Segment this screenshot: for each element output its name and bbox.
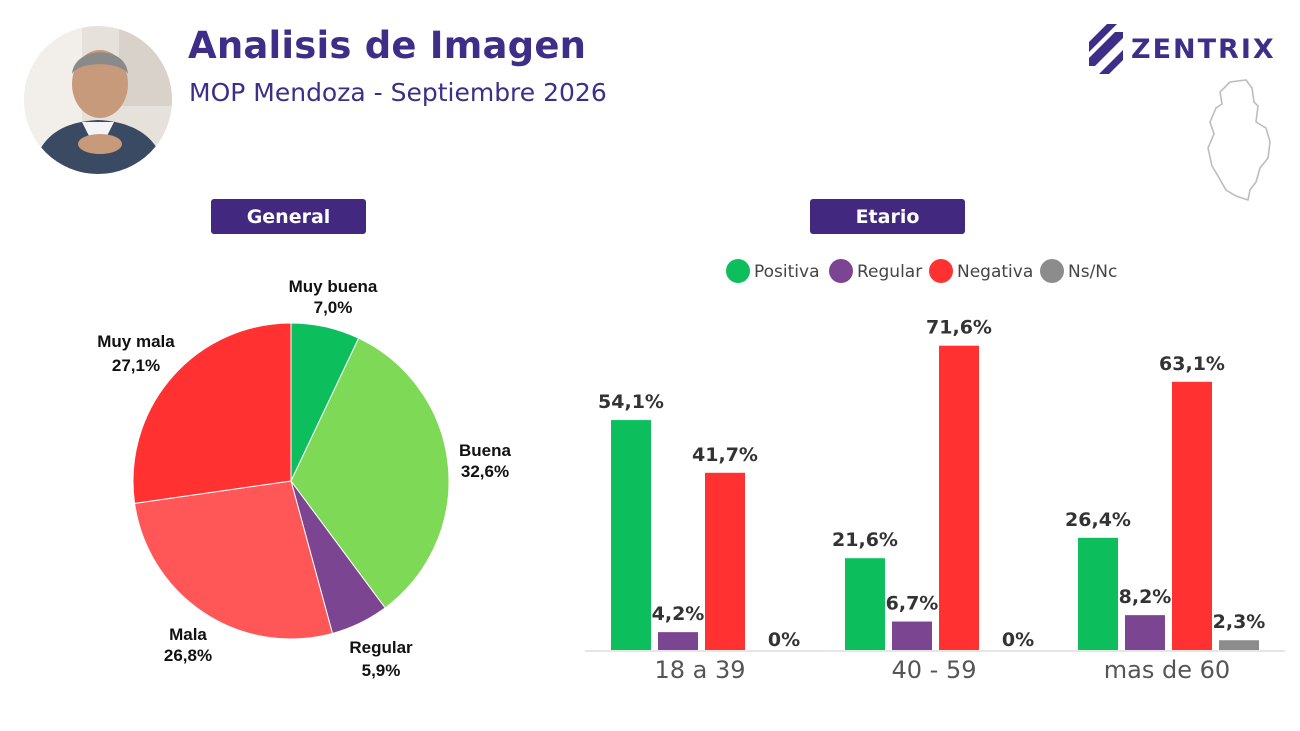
bar-ns-nc-mas-de-60 [1219,640,1259,650]
bar-label-negativa-18-a-39: 41,7% [692,444,758,466]
legend-label-negativa: Negativa [957,262,1033,282]
x-tick-label-mas-de-60: mas de 60 [1104,656,1230,684]
legend-swatch-ns-nc [1040,259,1064,283]
pie-slice-buena [290,337,450,609]
bar-label-positiva-40-59: 21,6% [832,529,898,551]
bar-positiva-mas-de-60 [1078,537,1118,650]
bar-label-regular-mas-de-60: 8,2% [1119,586,1172,608]
pie-value-regular: 5,9% [362,661,401,680]
bar-negativa-mas-de-60 [1172,381,1212,650]
legend-swatch-regular [829,259,853,283]
person-photo-illustration [24,26,172,174]
page-subtitle: MOP Mendoza - Septiembre 2026 [189,78,607,107]
bar-label-regular-40-59: 6,7% [886,593,939,615]
pie-slice-mala [134,480,334,640]
bar-label-positiva-mas-de-60: 26,4% [1065,509,1131,531]
bar-label-negativa-mas-de-60: 63,1% [1159,353,1225,375]
legend-swatch-negativa [929,259,953,283]
x-tick-label-40-59: 40 - 59 [892,656,977,684]
bar-positiva-18-a-39 [611,420,651,650]
bar-label-regular-18-a-39: 4,2% [652,603,705,625]
pie-value-muy-buena: 7,0% [314,298,353,317]
section-label-general: General [211,199,366,234]
legend-swatch-positiva [726,259,750,283]
pie-value-muy-mala: 27,1% [112,356,160,375]
bar-regular-40-59 [892,621,932,650]
bar-label-negativa-40-59: 71,6% [926,317,992,339]
legend-label-positiva: Positiva [754,262,820,282]
pie-label-muy-mala: Muy mala [97,332,175,351]
legend-label-regular: Regular [857,262,922,282]
mendoza-map-icon [1207,79,1271,202]
bar-label-ns-nc-18-a-39: 0% [768,629,800,651]
bar-regular-18-a-39 [658,632,698,650]
brand-name: ZENTRIX [1131,34,1276,65]
person-photo [24,26,172,174]
bar-label-ns-nc-40-59: 0% [1002,629,1034,651]
x-tick-label-18-a-39: 18 a 39 [654,656,745,684]
bar-label-positiva-18-a-39: 54,1% [598,391,664,413]
bar-label-ns-nc-mas-de-60: 2,3% [1213,611,1266,633]
pie-label-mala: Mala [169,625,207,644]
bar-negativa-18-a-39 [705,472,745,650]
section-label-etario: Etario [810,199,965,234]
pie-label-muy-buena: Muy buena [289,277,378,296]
bar-positiva-40-59 [845,558,885,650]
legend-label-ns-nc: Ns/Nc [1068,262,1117,282]
bar-negativa-40-59 [939,345,979,650]
zentrix-logo: ZENTRIX [1085,22,1285,76]
zentrix-logo-icon [1089,24,1123,74]
bar-regular-mas-de-60 [1125,615,1165,650]
pie-label-buena: Buena [459,441,512,460]
pie-slice-muy-mala [132,322,292,504]
pie-value-mala: 26,8% [164,646,212,665]
pie-label-regular: Regular [349,638,413,657]
pie-value-buena: 32,6% [461,462,509,481]
page-title: Analisis de Imagen [188,24,587,67]
